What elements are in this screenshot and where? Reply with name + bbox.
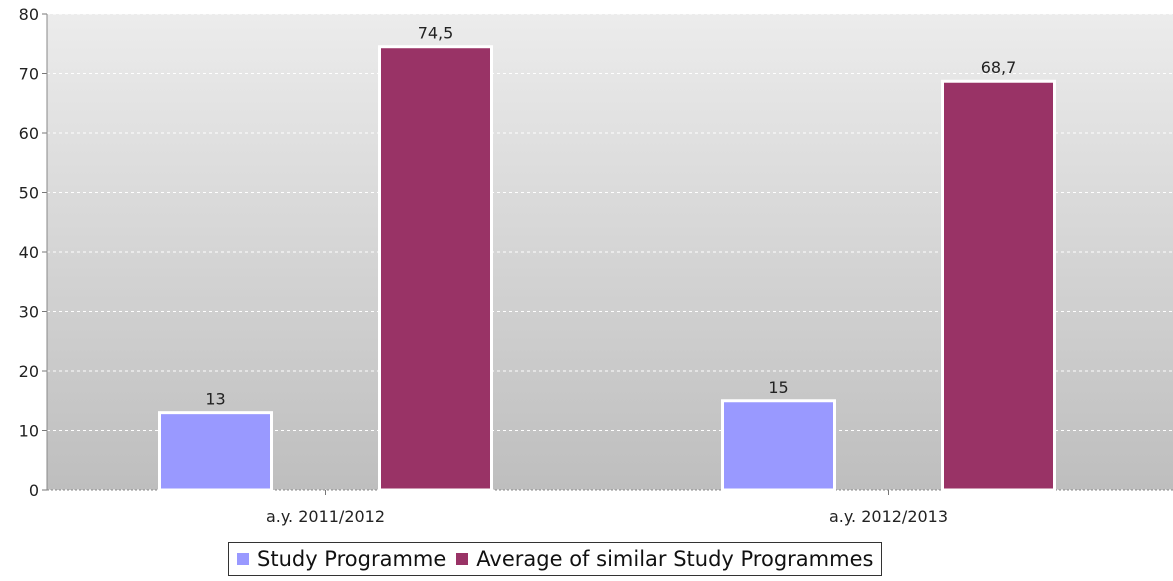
bar-value-label: 68,7 [981,58,1017,77]
y-tick-label: 50 [19,184,39,203]
y-tick-label: 70 [19,65,39,84]
y-tick-label: 60 [19,124,39,143]
legend: Study Programme Average of similar Study… [228,542,883,576]
bar-value-label: 74,5 [418,24,454,43]
bars [158,45,1056,492]
y-tick-label: 30 [19,303,39,322]
bar [378,45,493,492]
x-category-label: a.y. 2011/2012 [266,507,385,526]
y-tick-label: 80 [19,5,39,24]
y-tick-label: 0 [29,481,39,500]
bar [158,411,273,492]
bar-value-label: 15 [768,378,788,397]
legend-item-study-programme: Study Programme [237,547,446,571]
legend-item-average: Average of similar Study Programmes [456,547,873,571]
legend-label-average: Average of similar Study Programmes [476,547,874,571]
bar [941,79,1056,492]
x-category-label: a.y. 2012/2013 [829,507,948,526]
data-labels: 13 74,5 15 68,7 [205,24,1016,409]
y-tick-label: 40 [19,243,39,262]
bar-chart: 0 10 20 30 40 50 60 70 80 a.y. 2011/2012 a.y. 2012… [19,5,1173,526]
legend-label-study-programme: Study Programme [257,547,447,571]
axes: 0 10 20 30 40 50 60 70 80 a.y. 2011/2012 a.y. 2012… [19,5,1173,526]
bar-value-label: 13 [205,390,225,409]
bar [721,399,836,492]
y-tick-label: 20 [19,362,39,381]
y-tick-label: 10 [19,422,39,441]
legend-swatch-average [456,553,469,565]
legend-swatch-study-programme [237,553,249,565]
